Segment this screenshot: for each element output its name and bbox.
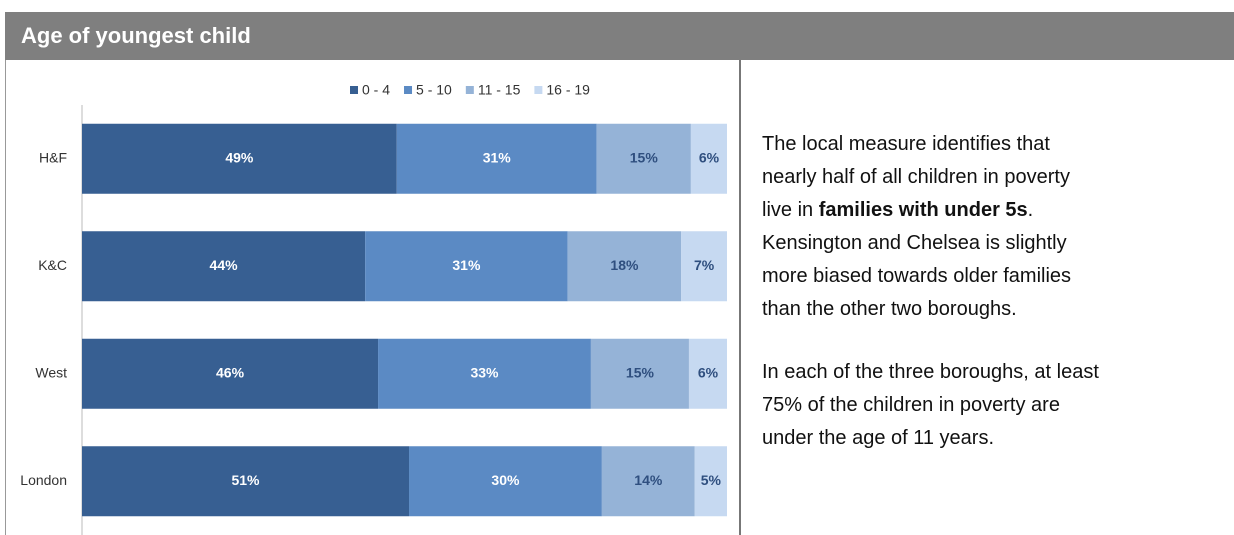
value-label: 6% [699, 149, 720, 165]
text-line: Kensington and Chelsea is slightly [762, 227, 1232, 260]
bar-segment [82, 231, 366, 302]
legend-swatch [404, 86, 413, 94]
bar-segment [694, 446, 727, 517]
bar-segment [378, 338, 591, 409]
bar-segment [590, 338, 689, 409]
text-line: The local measure identifies that [762, 128, 1232, 161]
bar-segment [82, 338, 379, 409]
chart: 0 - 4 5 - 10 11 - 15 16 - 19 H&F 49% 31% 15% 6% K… [20, 82, 727, 535]
header-title: Age of youngest child [21, 23, 251, 48]
text-line: In each of the three boroughs, at least [762, 356, 1232, 389]
text-line: live in families with under 5s. [762, 194, 1232, 227]
prose: The local measure identifies that nearly … [762, 128, 1232, 485]
value-label: 31% [483, 149, 512, 165]
legend-label: 0 - 4 [362, 82, 390, 98]
legend-label: 16 - 19 [546, 82, 590, 98]
text: more biased towards older families [762, 265, 1072, 287]
bold-text: families with under 5s [818, 199, 1028, 221]
text: nearly half of all children in poverty [762, 166, 1070, 188]
legend-swatch [465, 86, 474, 94]
header-bar: Age of youngest child [5, 12, 1234, 60]
text-line: under the age of 11 years. [762, 422, 1232, 455]
bar-segment [82, 123, 397, 194]
text-line: than the other two boroughs. [762, 293, 1232, 326]
bar-segment [596, 123, 691, 194]
value-label: 18% [610, 257, 639, 273]
category-label: K&C [38, 257, 67, 273]
bar-segment [688, 338, 727, 409]
text: In each of the three boroughs, at least [762, 361, 1099, 383]
value-label: 14% [634, 472, 663, 488]
value-label: 51% [231, 472, 260, 488]
bar-segment [681, 231, 727, 302]
paragraph: The local measure identifies that nearly … [762, 128, 1232, 326]
value-label: 30% [491, 472, 520, 488]
value-label: 6% [698, 364, 719, 380]
legend-swatch [534, 86, 543, 94]
bar-segment [567, 231, 682, 302]
value-label: 15% [626, 364, 655, 380]
text: under the age of 11 years. [762, 427, 995, 449]
text: live in [762, 199, 819, 221]
category-label: West [35, 364, 67, 380]
value-label: 31% [452, 257, 481, 273]
text: . [1027, 199, 1034, 221]
bar-segment [690, 123, 727, 194]
legend-swatch [350, 86, 358, 94]
divider [739, 60, 741, 535]
text: The local measure identifies that [762, 133, 1050, 155]
text: Kensington and Chelsea is slightly [762, 232, 1067, 254]
legend-label: 11 - 15 [478, 82, 521, 98]
text-line: 75% of the children in poverty are [762, 389, 1232, 422]
value-label: 46% [216, 364, 245, 380]
value-label: 33% [470, 364, 499, 380]
bar-segment [409, 446, 602, 517]
bar-segment [601, 446, 695, 517]
text: than the other two boroughs. [762, 298, 1017, 320]
value-label: 15% [630, 149, 659, 165]
border [5, 60, 6, 535]
value-label: 44% [210, 257, 239, 273]
category-label: H&F [39, 149, 67, 165]
value-label: 49% [225, 149, 254, 165]
bar-segment [396, 123, 597, 194]
legend-label: 5 - 10 [416, 82, 452, 98]
value-label: 7% [694, 257, 715, 273]
bar-segment [365, 231, 568, 302]
value-label: 5% [701, 472, 722, 488]
paragraph: In each of the three boroughs, at least 7… [762, 356, 1232, 455]
text-line: more biased towards older families [762, 260, 1232, 293]
text-line: nearly half of all children in poverty [762, 161, 1232, 194]
category-label: London [20, 472, 67, 488]
text: 75% of the children in poverty are [762, 394, 1060, 416]
bar-segment [82, 446, 410, 517]
